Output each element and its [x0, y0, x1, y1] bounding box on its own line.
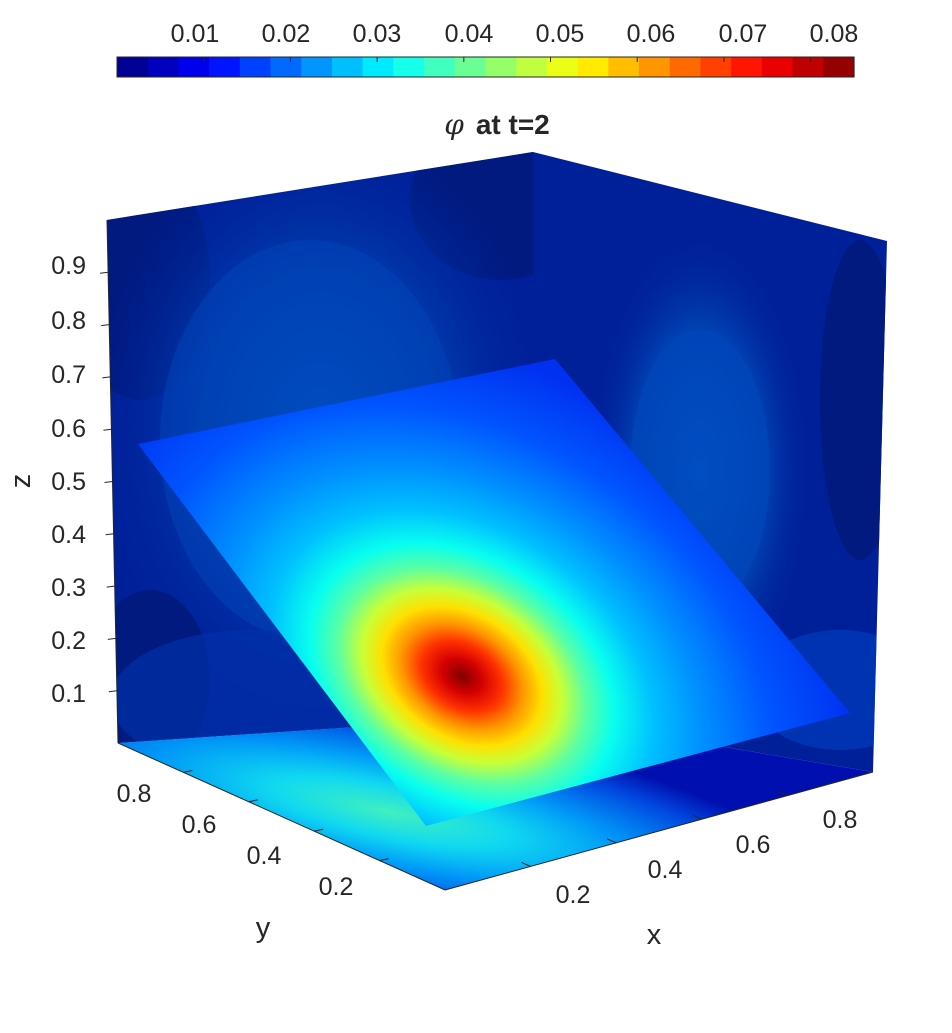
colorbar-cell [546, 57, 579, 77]
y-tick [379, 858, 389, 862]
colorbar-tick-label: 0.05 [536, 20, 585, 48]
x-tick-label: 0.8 [823, 806, 858, 834]
y-tick-label: 0.2 [319, 873, 354, 901]
y-tick-label: 0.4 [247, 842, 282, 870]
z-tick [104, 481, 113, 483]
oblique-plane-slice [138, 359, 850, 826]
colorbar-tick-label: 0.01 [171, 20, 220, 48]
z-tick-label: 0.2 [51, 627, 86, 655]
x-tick [521, 861, 531, 867]
colorbar-cell [577, 57, 609, 77]
y-tick [314, 828, 324, 832]
x-tick-label: 0.2 [556, 881, 591, 909]
colorbar-cell [270, 57, 302, 77]
colorbar-cell [331, 57, 364, 77]
z-tick-label: 0.5 [51, 468, 86, 496]
x-tick-label: 0.6 [736, 831, 771, 859]
colorbar-tick-label: 0.02 [262, 20, 311, 48]
z-tick-label: 0.6 [51, 415, 86, 443]
colorbar-cell [639, 57, 671, 77]
colorbar-cell [147, 57, 180, 77]
colorbar-cells [117, 57, 855, 77]
colorbar-cell [424, 57, 456, 77]
colorbar-cell [178, 57, 210, 77]
z-tick-label: 0.7 [51, 361, 86, 389]
colorbar-cell [485, 57, 517, 77]
colorbar-cell [393, 57, 425, 77]
z-tick [105, 533, 114, 536]
z-tick [106, 585, 115, 588]
z-tick-label: 0.8 [51, 307, 86, 335]
colorbar-cell [454, 57, 487, 77]
z-tick-label: 0.3 [51, 574, 86, 602]
y-tick-label: 0.6 [182, 811, 217, 839]
x-tick [778, 791, 788, 797]
z-tick-label: 0.9 [51, 252, 86, 280]
side-wall-slice [533, 152, 887, 772]
y-tick-label: 0.8 [117, 780, 152, 808]
colorbar-tick-label: 0.04 [445, 20, 494, 48]
title-symbol: φ [444, 108, 464, 141]
z-tick [100, 271, 109, 274]
x-tick [692, 814, 703, 820]
colorbar: 0.01 0.02 0.03 0.04 0.05 0.06 0.07 0.08 [116, 20, 859, 78]
colorbar-tick-label: 0.08 [810, 20, 859, 48]
colorbar-tick-label: 0.07 [719, 20, 768, 48]
x-tick [606, 838, 617, 844]
colorbar-tick-label: 0.06 [627, 20, 676, 48]
colorbar-cell [117, 57, 149, 77]
chart-title: φ at t=2 [444, 108, 550, 141]
y-tick [248, 799, 258, 803]
colorbar-cell [301, 57, 333, 77]
title-text: at t=2 [476, 109, 550, 140]
colorbar-ticks [203, 57, 812, 62]
colorbar-cell [209, 57, 241, 77]
z-tick-label: 0.1 [51, 680, 86, 708]
colorbar-cell [516, 57, 548, 77]
z-tick [101, 324, 110, 327]
z-tick [103, 428, 112, 431]
z-tick [102, 376, 111, 379]
z-axis-label: z [5, 474, 37, 489]
y-axis-label: y [256, 912, 271, 944]
colorbar-cell [761, 57, 794, 77]
z-tick [108, 690, 117, 693]
colorbar-frame [116, 56, 855, 78]
colorbar-cell [239, 57, 272, 77]
colorbar-cell [669, 57, 702, 77]
z-axis: 0.1 0.2 0.3 0.4 0.5 0.6 0.7 0.8 0.9 z [5, 219, 119, 744]
z-tick [107, 637, 116, 640]
colorbar-cell [608, 57, 640, 77]
colorbar-cell [792, 57, 824, 77]
y-tick [183, 769, 193, 773]
colorbar-cell [700, 57, 732, 77]
x-tick-label: 0.4 [648, 856, 683, 884]
colorbar-cell [823, 57, 855, 77]
colorbar-tick-label: 0.03 [353, 20, 402, 48]
colorbar-cell [731, 57, 763, 77]
x-axis-label: x [647, 919, 662, 951]
x-axis: 0.2 0.4 0.6 0.8 x [444, 771, 874, 951]
y-axis: 0.2 0.4 0.6 0.8 y [117, 742, 446, 944]
z-tick-label: 0.4 [51, 521, 86, 549]
colorbar-cell [362, 57, 394, 77]
